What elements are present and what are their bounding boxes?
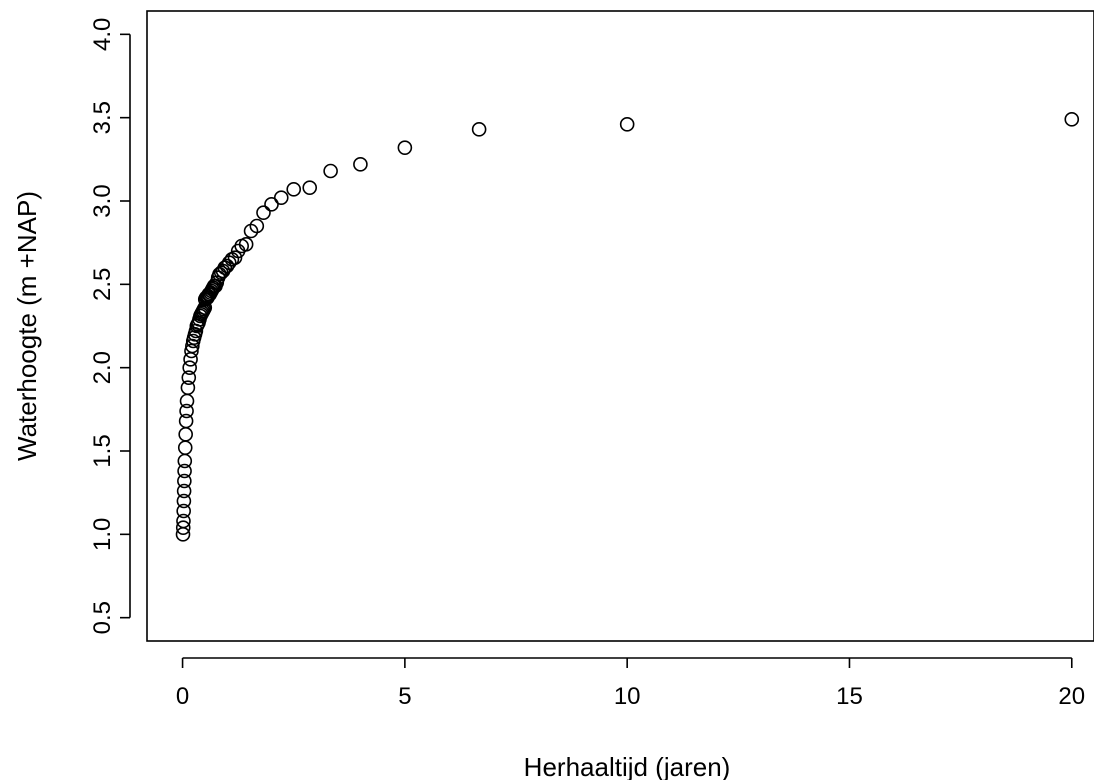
x-tick-label: 0 xyxy=(176,683,189,710)
y-axis: 0.5 1.0 1.5 2.0 2.5 3.0 3.5 4.0 xyxy=(89,18,131,634)
y-tick-label: 3.5 xyxy=(89,101,116,134)
y-tick-label: 2.0 xyxy=(89,351,116,384)
data-point xyxy=(302,180,318,195)
data-point xyxy=(178,427,193,442)
data-point xyxy=(179,403,194,419)
y-axis-title: Waterhoogte (m +NAP) xyxy=(12,191,42,461)
data-point xyxy=(176,503,191,519)
plot-frame xyxy=(146,10,1094,642)
data-point xyxy=(183,352,198,367)
y-tick-label: 2.5 xyxy=(89,268,116,301)
data-point xyxy=(197,292,213,307)
data-point xyxy=(243,223,259,239)
data-point xyxy=(184,343,199,359)
y-tick-label: 4.0 xyxy=(89,18,116,51)
data-point xyxy=(175,527,191,542)
data-point xyxy=(178,413,194,429)
data-point xyxy=(397,140,413,155)
data-point xyxy=(273,190,289,205)
data-point xyxy=(182,360,197,375)
data-point xyxy=(176,493,192,509)
data-point xyxy=(181,370,197,385)
x-axis-title: Herhaaltijd (jaren) xyxy=(524,752,731,780)
data-point xyxy=(256,205,271,220)
y-tick-label: 0.5 xyxy=(89,601,116,634)
x-tick-label: 15 xyxy=(836,683,863,710)
data-point xyxy=(180,380,196,395)
x-tick-label: 5 xyxy=(398,683,411,710)
y-tick-label: 1.0 xyxy=(89,518,116,551)
data-point xyxy=(177,440,193,455)
y-tick-label: 1.5 xyxy=(89,434,116,467)
data-point xyxy=(353,157,368,172)
data-point xyxy=(471,122,487,137)
data-point xyxy=(264,197,279,212)
data-point xyxy=(323,163,338,179)
data-point xyxy=(1064,112,1080,127)
data-point xyxy=(286,182,302,197)
x-axis: 0 5 10 15 20 xyxy=(176,657,1085,710)
y-tick-label: 3.0 xyxy=(89,184,116,217)
data-point xyxy=(175,520,191,535)
data-point xyxy=(185,333,201,349)
x-tick-label: 10 xyxy=(614,683,641,710)
data-points xyxy=(175,112,1080,542)
data-point xyxy=(177,473,192,489)
x-tick-label: 20 xyxy=(1058,683,1085,710)
data-point xyxy=(179,393,195,409)
data-point xyxy=(176,483,192,499)
data-point xyxy=(619,117,635,132)
data-point xyxy=(177,453,193,469)
data-point xyxy=(177,463,192,479)
